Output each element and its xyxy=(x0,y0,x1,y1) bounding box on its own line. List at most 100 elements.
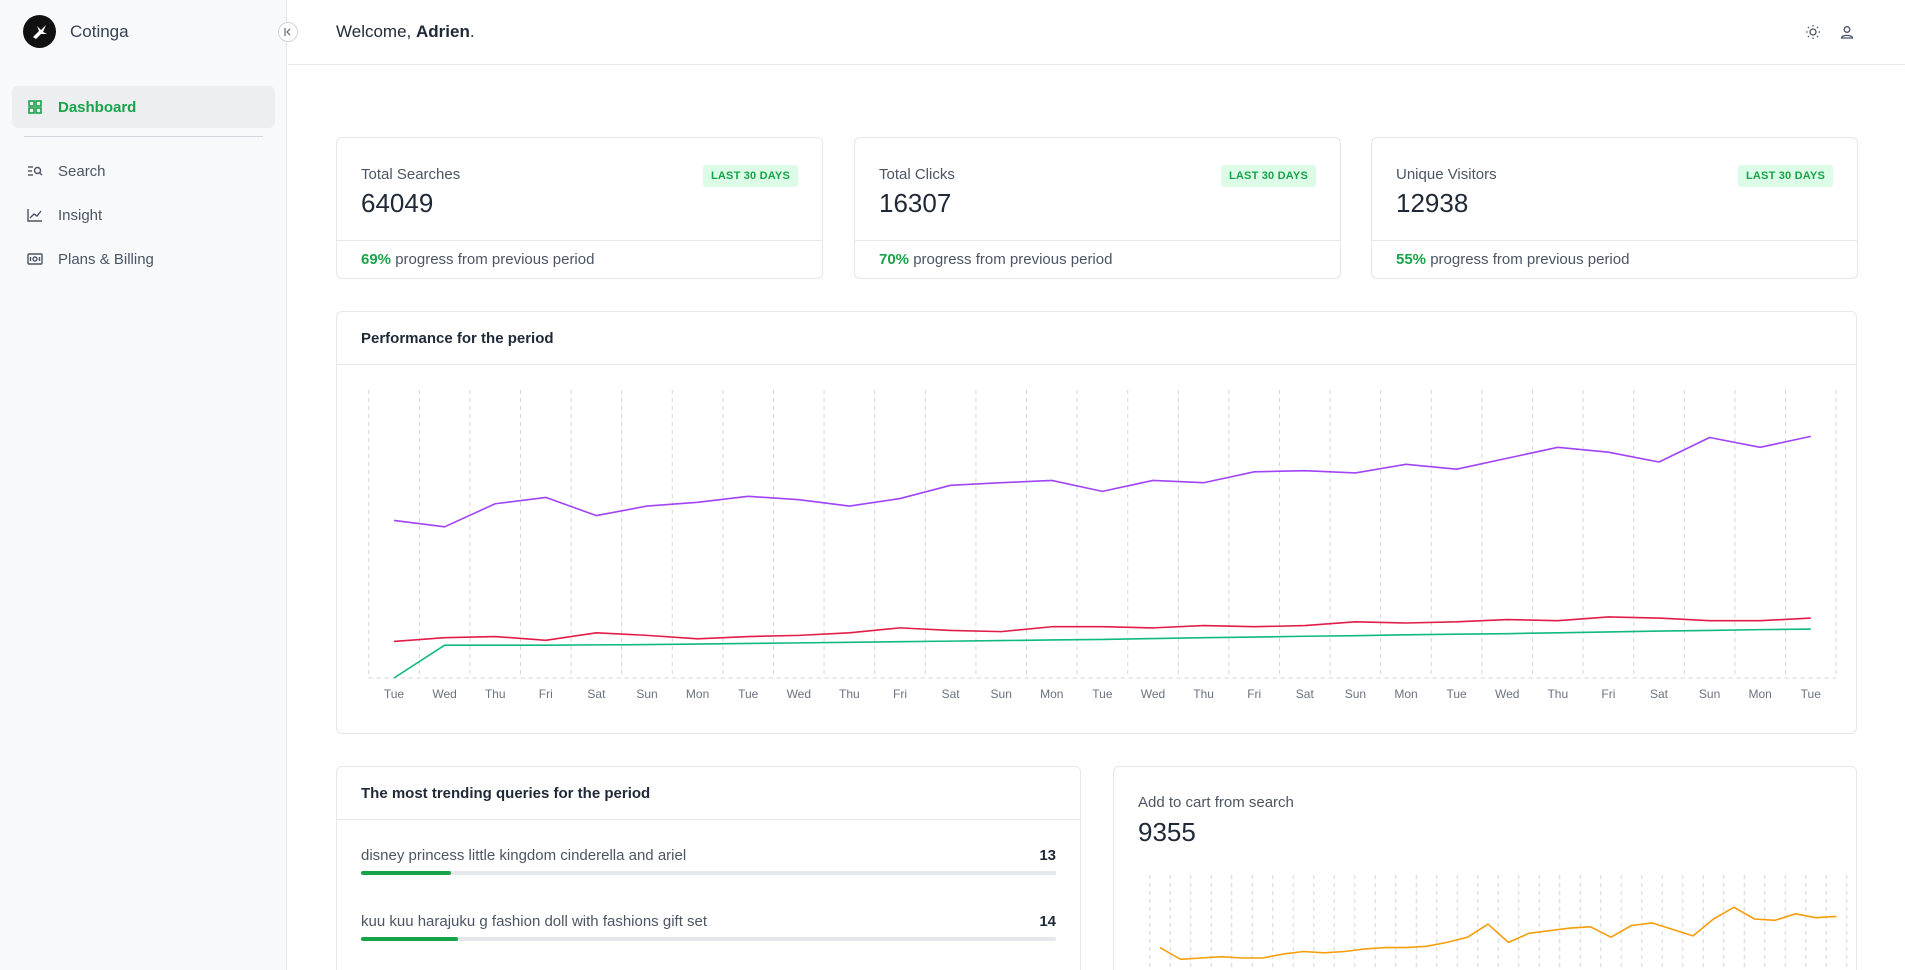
sidebar-divider xyxy=(24,136,263,137)
chart-grid xyxy=(1149,875,1848,970)
stat-value: 12938 xyxy=(1396,188,1469,218)
stat-card-total-searches: Total Searches 64049 LAST 30 DAYS 69% pr… xyxy=(336,137,823,279)
query-progress-track xyxy=(361,937,1056,941)
card-title: Performance for the period xyxy=(361,330,554,347)
chart-grid xyxy=(368,390,1837,679)
stat-footer: 70% progress from previous period xyxy=(855,240,1340,278)
sidebar-nav: Dashboard Search Insight xyxy=(12,86,275,281)
x-tick-label: Tue xyxy=(1801,687,1822,701)
x-tick-label: Sat xyxy=(1650,687,1669,701)
x-tick-label: Sun xyxy=(991,687,1012,701)
x-tick-label: Wed xyxy=(432,687,456,701)
stat-card-unique-visitors: Unique Visitors 12938 LAST 30 DAYS 55% p… xyxy=(1371,137,1858,279)
x-tick-label: Sat xyxy=(942,687,961,701)
query-item[interactable]: disney princess little kingdom cinderell… xyxy=(361,847,1056,875)
sidebar-item-label: Insight xyxy=(58,206,103,224)
dashboard-grid-icon xyxy=(26,98,44,116)
x-tick-label: Thu xyxy=(839,687,860,701)
period-badge: LAST 30 DAYS xyxy=(1220,165,1316,187)
progress-percent: 70% xyxy=(879,251,910,268)
user-name: Adrien xyxy=(416,22,470,41)
x-tick-label: Tue xyxy=(738,687,759,701)
welcome-prefix: Welcome, xyxy=(336,22,416,41)
performance-card: Performance for the period Tue Wed Thu Fri S… xyxy=(336,311,1857,734)
user-menu-button[interactable] xyxy=(1836,21,1858,43)
cart-value: 9355 xyxy=(1138,817,1196,847)
progress-text: progress from previous period xyxy=(391,251,595,268)
stat-label: Total Clicks xyxy=(879,166,955,183)
x-tick-label: Thu xyxy=(1193,687,1214,701)
x-tick-label: Mon xyxy=(1040,687,1063,701)
welcome-suffix: . xyxy=(469,22,475,41)
x-tick-label: Fri xyxy=(1247,687,1261,701)
query-text: kuu kuu harajuku g fashion doll with fas… xyxy=(361,913,708,930)
x-tick-label: Sun xyxy=(636,687,657,701)
series-line-0 xyxy=(393,435,1811,528)
sidebar-item-label: Search xyxy=(58,162,106,180)
sun-icon xyxy=(1806,25,1820,39)
x-tick-label: Tue xyxy=(384,687,405,701)
card-divider xyxy=(337,364,1856,365)
card-divider xyxy=(337,819,1080,820)
series-line-2 xyxy=(393,628,1811,679)
sidebar-item-dashboard[interactable]: Dashboard xyxy=(12,86,275,128)
x-tick-label: Wed xyxy=(787,687,811,701)
add-to-cart-card: Add to cart from search 9355 xyxy=(1113,766,1857,970)
stat-footer: 69% progress from previous period xyxy=(337,240,822,278)
brand[interactable]: Cotinga xyxy=(23,15,129,48)
performance-chart: Tue Wed Thu Fri Sat Sun Mon Tue Wed Thu Fri Sat Sun M… xyxy=(368,390,1837,701)
stat-footer: 55% progress from previous period xyxy=(1372,240,1857,278)
query-progress-fill xyxy=(361,937,459,941)
x-tick-label: Fri xyxy=(1601,687,1615,701)
sidebar-item-plans-billing[interactable]: Plans & Billing xyxy=(12,237,275,281)
query-progress-track xyxy=(361,871,1056,875)
stat-label: Total Searches xyxy=(361,166,461,183)
x-tick-label: Thu xyxy=(485,687,506,701)
stat-label: Unique Visitors xyxy=(1396,166,1497,183)
x-tick-label: Mon xyxy=(1394,687,1417,701)
user-icon xyxy=(1840,26,1854,39)
period-badge: LAST 30 DAYS xyxy=(702,165,798,187)
query-progress-fill xyxy=(361,871,452,875)
search-list-icon xyxy=(26,162,44,180)
collapse-icon xyxy=(284,28,291,36)
cart-label: Add to cart from search xyxy=(1138,794,1294,811)
progress-text: progress from previous period xyxy=(1426,251,1630,268)
stat-value: 16307 xyxy=(879,188,952,218)
app-name: Cotinga xyxy=(70,21,129,41)
series-line-0 xyxy=(1159,906,1837,961)
x-tick-label: Thu xyxy=(1547,687,1568,701)
stat-card-total-clicks: Total Clicks 16307 LAST 30 DAYS 70% prog… xyxy=(854,137,1341,279)
x-tick-label: Tue xyxy=(1446,687,1467,701)
x-tick-label: Sun xyxy=(1345,687,1366,701)
progress-text: progress from previous period xyxy=(909,251,1113,268)
sidebar: Cotinga Dashboard Search xyxy=(0,0,287,970)
theme-toggle-button[interactable] xyxy=(1802,21,1824,43)
x-tick-label: Fri xyxy=(893,687,907,701)
progress-percent: 55% xyxy=(1396,251,1427,268)
billing-icon xyxy=(26,250,44,268)
x-tick-label: Mon xyxy=(686,687,709,701)
query-item[interactable]: kuu kuu harajuku g fashion doll with fas… xyxy=(361,913,1056,941)
x-tick-label: Fri xyxy=(539,687,553,701)
x-axis-ticks: Tue Wed Thu Fri Sat Sun Mon Tue Wed Thu Fri Sat Sun M… xyxy=(384,687,1821,701)
welcome-message: Welcome, Adrien. xyxy=(336,22,475,42)
x-tick-label: Sun xyxy=(1699,687,1720,701)
query-count: 13 xyxy=(1039,847,1056,864)
add-to-cart-chart xyxy=(1149,875,1848,970)
sidebar-item-label: Plans & Billing xyxy=(58,250,154,268)
x-tick-label: Sat xyxy=(1296,687,1315,701)
cotinga-logo-icon xyxy=(23,15,56,48)
top-header: Welcome, Adrien. xyxy=(288,0,1905,65)
trending-queries-card: The most trending queries for the period… xyxy=(336,766,1081,970)
query-text: disney princess little kingdom cinderell… xyxy=(361,847,687,864)
period-badge: LAST 30 DAYS xyxy=(1737,165,1833,187)
sidebar-item-search[interactable]: Search xyxy=(12,149,275,193)
collapse-sidebar-button[interactable] xyxy=(278,22,298,42)
query-count: 14 xyxy=(1039,913,1056,930)
stat-value: 64049 xyxy=(361,188,434,218)
sidebar-item-insight[interactable]: Insight xyxy=(12,193,275,237)
x-tick-label: Mon xyxy=(1749,687,1772,701)
chart-icon xyxy=(26,206,44,224)
x-tick-label: Tue xyxy=(1092,687,1113,701)
